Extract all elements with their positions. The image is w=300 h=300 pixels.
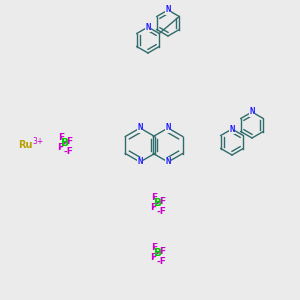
Text: N: N	[137, 124, 143, 133]
Text: F: F	[151, 193, 157, 202]
Text: N: N	[165, 158, 171, 166]
Text: F: F	[150, 254, 156, 262]
Text: N: N	[165, 5, 171, 14]
Text: N: N	[249, 107, 255, 116]
Text: F: F	[57, 143, 63, 152]
Text: F: F	[58, 133, 64, 142]
Text: -F: -F	[156, 208, 166, 217]
Text: N: N	[165, 124, 171, 133]
Text: F: F	[150, 203, 156, 212]
Text: 3+: 3+	[32, 137, 43, 146]
Text: F: F	[151, 242, 157, 251]
Text: B: B	[154, 198, 162, 208]
Text: B: B	[154, 248, 162, 258]
Text: -F: -F	[63, 148, 73, 157]
Text: N: N	[229, 124, 235, 134]
Text: -F: -F	[156, 257, 166, 266]
Text: Ru: Ru	[18, 140, 32, 150]
Text: B: B	[61, 138, 69, 148]
Text: F: F	[66, 136, 72, 146]
Text: N: N	[137, 158, 143, 166]
Text: F: F	[159, 247, 165, 256]
Text: N: N	[145, 22, 151, 32]
Text: F: F	[159, 196, 165, 206]
